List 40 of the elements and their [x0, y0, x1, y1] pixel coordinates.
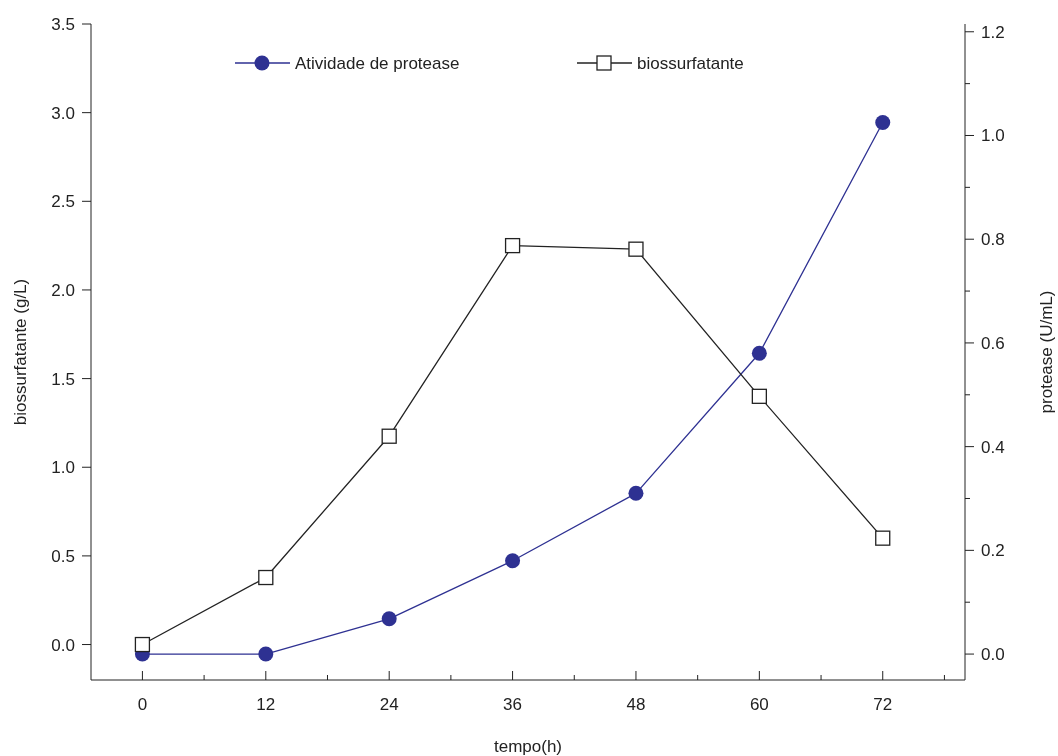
y-tick-label: 3.5 — [51, 15, 75, 34]
point — [381, 611, 397, 627]
point — [628, 485, 644, 501]
x-tick-label: 60 — [749, 695, 769, 714]
y-tick-label: 0.5 — [51, 546, 75, 566]
y2-tick-label: 0.8 — [981, 230, 1005, 250]
x-tick-label: 48 — [626, 695, 646, 714]
y2-tick-label: 0.2 — [981, 541, 1005, 561]
legend-label: Atividade de protease — [295, 54, 460, 73]
point — [505, 553, 521, 569]
y-tick-label: 1.0 — [51, 458, 75, 478]
x-tick-label: 12 — [256, 695, 276, 714]
point — [875, 530, 891, 546]
y-tick-label: 2.5 — [51, 192, 75, 212]
y2-tick-label: 1.0 — [981, 126, 1005, 146]
x-tick-label: 0 — [137, 695, 148, 714]
point — [258, 646, 274, 662]
y2-axis-title: protease (U/mL) — [1037, 290, 1056, 414]
point — [504, 237, 521, 254]
x-axis-title: tempo(h) — [493, 737, 563, 756]
point — [134, 636, 151, 653]
x-tick-label: 36 — [503, 695, 523, 714]
y-tick-label: 1.5 — [51, 369, 75, 389]
y2-tick-label: 0.0 — [981, 645, 1005, 665]
y-tick-label: 0.0 — [51, 635, 75, 655]
point — [751, 388, 767, 404]
x-tick-label: 72 — [873, 695, 893, 714]
x-tick-label: 24 — [379, 695, 399, 714]
y-axis-title: biossurfatante (g/L) — [11, 278, 30, 426]
y-tick-label: 2.0 — [51, 280, 75, 300]
point — [381, 428, 397, 444]
point — [628, 241, 644, 257]
y2-tick-label: 0.4 — [981, 437, 1005, 457]
y2-tick-label: 0.6 — [981, 333, 1005, 353]
point — [751, 345, 767, 361]
point — [875, 115, 891, 131]
y-tick-label: 3.0 — [51, 103, 75, 123]
y2-tick-label: 1.2 — [981, 22, 1005, 42]
legend-label: biossurfatante — [637, 54, 744, 73]
point — [258, 569, 274, 586]
